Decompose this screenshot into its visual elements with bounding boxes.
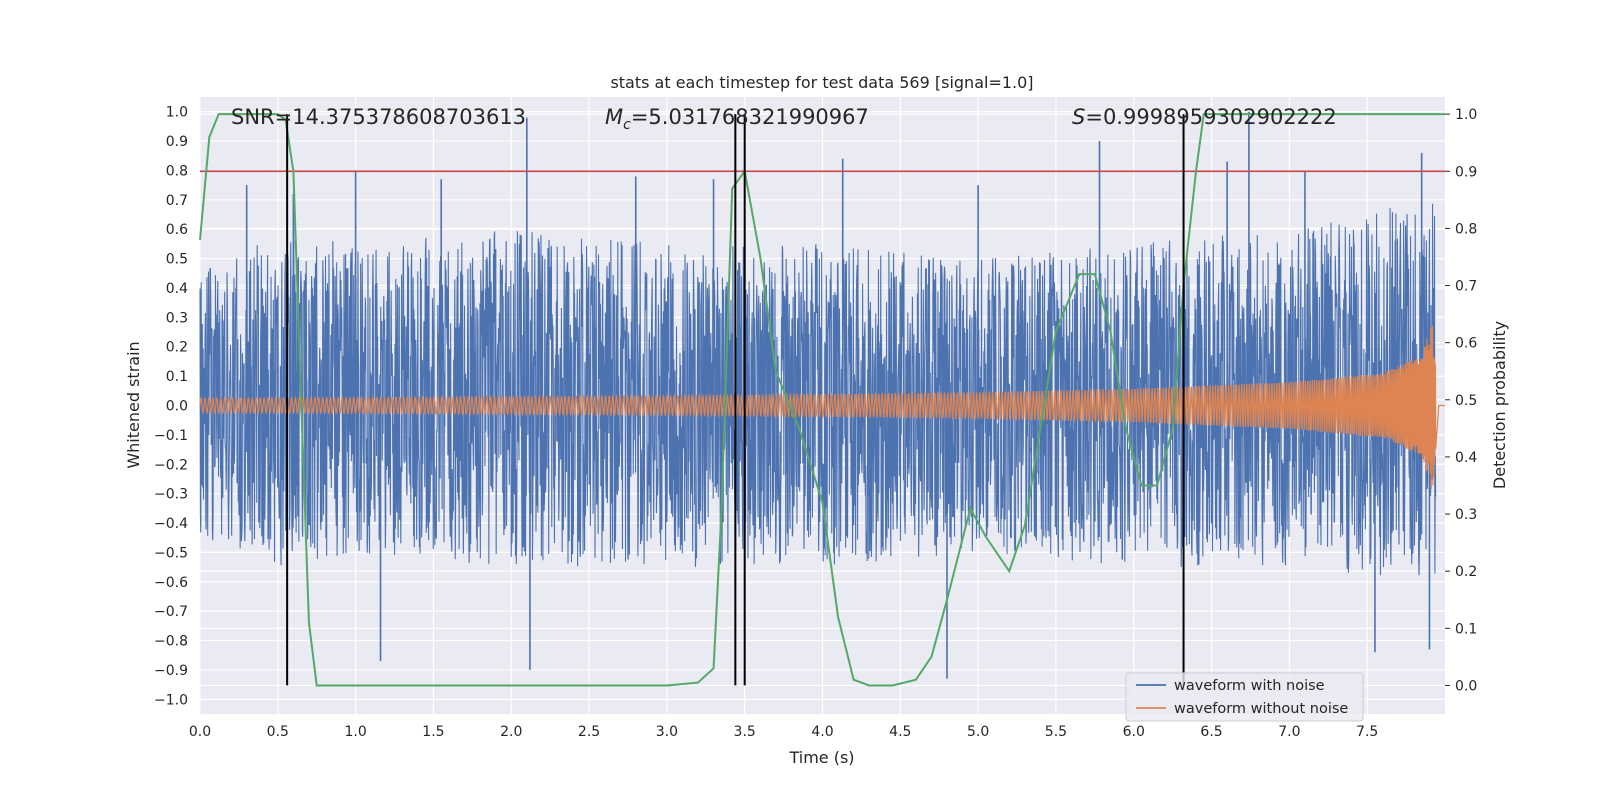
chart-title: stats at each timestep for test data 569… [610, 73, 1033, 92]
y-tick-label: −0.3 [154, 487, 188, 503]
detection-probability-series [199, 113, 1445, 687]
y-tick-label: 0.6 [166, 222, 188, 238]
x-tick-label: 0.5 [267, 724, 289, 740]
y2-tick-label: 1.0 [1455, 107, 1477, 123]
y-tick-label: 1.0 [166, 105, 188, 121]
x-tick-label: 3.0 [656, 724, 678, 740]
x-tick-label: 7.5 [1356, 724, 1378, 740]
x-tick-label: 2.0 [500, 724, 522, 740]
snr-annotation: SNR=14.375378608703613 [231, 105, 526, 129]
y-tick-label: −0.5 [154, 545, 188, 561]
y-tick-label: −0.1 [154, 428, 188, 444]
x-tick-label: 5.5 [1045, 724, 1067, 740]
waveform-without-noise-series [199, 325, 1445, 489]
chirp-mass-symbol: M [605, 105, 623, 129]
y-tick-label: 0.4 [166, 281, 188, 297]
noisy-waveform-line [199, 203, 1437, 576]
y-tick-label: 0.3 [166, 310, 188, 326]
y2-tick-label: 0.5 [1455, 393, 1477, 409]
s-symbol: S [1072, 105, 1085, 129]
y2-axis-title: Detection probability [1490, 321, 1509, 489]
y-tick-label: 0.0 [166, 399, 188, 415]
y2-tick-label: 0.2 [1455, 564, 1477, 580]
chirp-mass-subscript: c [623, 117, 631, 133]
legend-label-noise: waveform with noise [1174, 678, 1325, 694]
y-tick-label: 0.2 [166, 340, 188, 356]
y-tick-label: −0.8 [154, 634, 188, 650]
y2-tick-label: 0.9 [1455, 164, 1477, 180]
y2-tick-label: 0.8 [1455, 221, 1477, 237]
x-tick-label: 4.0 [811, 724, 833, 740]
x-tick-label: 7.0 [1278, 724, 1300, 740]
vertical-lines [286, 114, 1185, 686]
legend: waveform with noise waveform without noi… [1125, 672, 1364, 722]
x-tick-label: 1.0 [344, 724, 366, 740]
clean-waveform-line [199, 325, 1445, 489]
x-tick-label: 0.0 [189, 724, 211, 740]
y-tick-label: 0.8 [166, 163, 188, 179]
y2-tick-label: 0.1 [1455, 621, 1477, 637]
y-tick-label: −0.4 [154, 516, 188, 532]
chirp-mass-value: =5.031768321990967 [631, 105, 869, 129]
x-axis-title: Time (s) [788, 748, 854, 767]
s-annotation: S=0.9998959302902222 [1072, 105, 1337, 129]
y2-tick-label: 0.0 [1455, 678, 1477, 694]
y-tick-label: −0.9 [154, 663, 188, 679]
legend-box [1125, 672, 1364, 722]
y2-tick-label: 0.3 [1455, 507, 1477, 523]
y-tick-label: 0.5 [166, 252, 188, 268]
y-tick-label: 0.9 [166, 134, 188, 150]
x-tick-label: 4.5 [889, 724, 911, 740]
y-tick-label: 0.1 [166, 369, 188, 385]
legend-label-clean: waveform without noise [1174, 701, 1348, 717]
x-tick-label: 6.5 [1200, 724, 1222, 740]
x-tick-label: 1.5 [422, 724, 444, 740]
y-tick-label: −0.6 [154, 575, 188, 591]
y2-tick-label: 0.4 [1455, 450, 1477, 466]
ticks: 0.0 0.5 1.0 1.5 2.0 2.5 3.0 3.5 4.0 4.5 5.0 5.5 6.0 6… [154, 105, 1477, 740]
x-tick-label: 2.5 [578, 724, 600, 740]
detection-probability-line [199, 113, 1445, 687]
x-tick-label: 5.0 [967, 724, 989, 740]
x-tick-label: 3.5 [734, 724, 756, 740]
chirp-mass-annotation: Mc=5.031768321990967 [605, 105, 869, 133]
x-tick-label: 6.0 [1123, 724, 1145, 740]
y-tick-label: −0.2 [154, 457, 188, 473]
y-tick-label: 0.7 [166, 193, 188, 209]
y-tick-label: −1.0 [154, 692, 188, 708]
y2-tick-label: 0.6 [1455, 336, 1477, 352]
y2-tick-label: 0.7 [1455, 279, 1477, 295]
y-axis-title: Whitened strain [124, 341, 143, 468]
y-tick-label: −0.7 [154, 604, 188, 620]
s-value: =0.9998959302902222 [1085, 105, 1336, 129]
